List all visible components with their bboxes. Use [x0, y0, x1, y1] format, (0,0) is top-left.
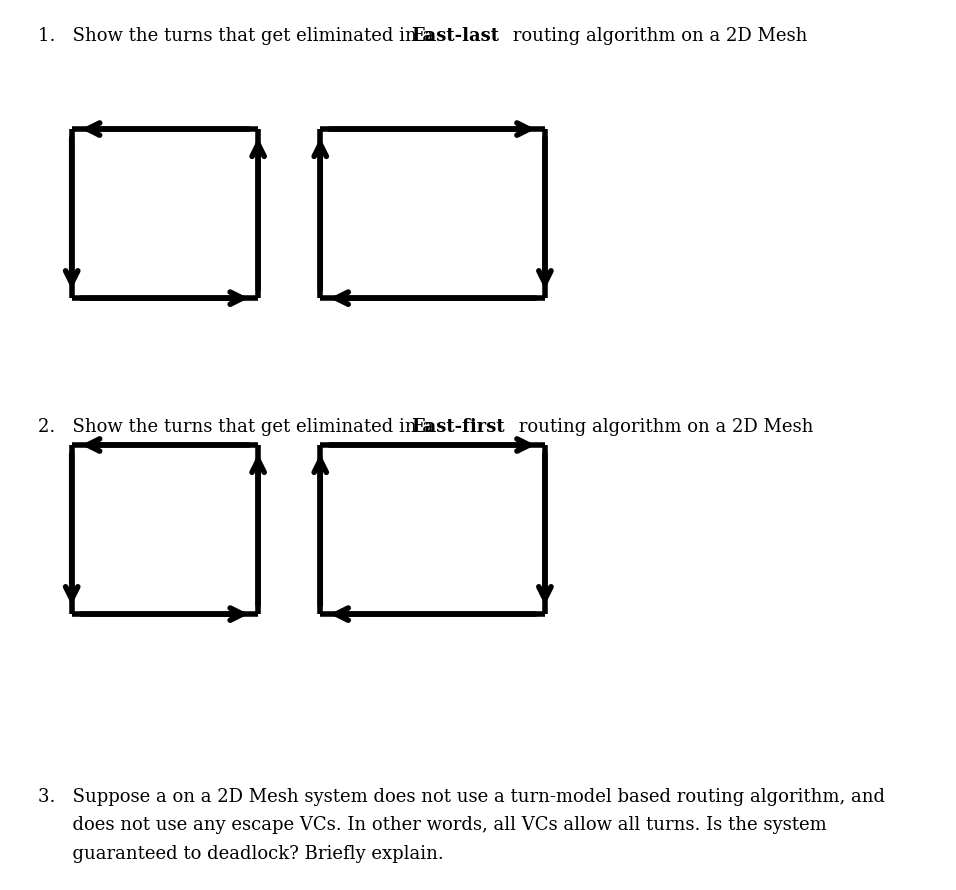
Text: routing algorithm on a 2D Mesh: routing algorithm on a 2D Mesh	[513, 418, 814, 436]
Text: routing algorithm on a 2D Mesh: routing algorithm on a 2D Mesh	[507, 27, 807, 44]
Text: 1.   Show the turns that get eliminated in a: 1. Show the turns that get eliminated in…	[38, 27, 439, 44]
Text: guaranteed to deadlock? Briefly explain.: guaranteed to deadlock? Briefly explain.	[38, 845, 444, 862]
Text: 3.   Suppose a on a 2D Mesh system does not use a turn-model based routing algor: 3. Suppose a on a 2D Mesh system does no…	[38, 788, 885, 805]
Text: East-first: East-first	[411, 418, 505, 436]
Text: does not use any escape VCs. In other words, all VCs allow all turns. Is the sys: does not use any escape VCs. In other wo…	[38, 816, 827, 834]
Text: 2.   Show the turns that get eliminated in a: 2. Show the turns that get eliminated in…	[38, 418, 439, 436]
Text: East-last: East-last	[411, 27, 499, 44]
